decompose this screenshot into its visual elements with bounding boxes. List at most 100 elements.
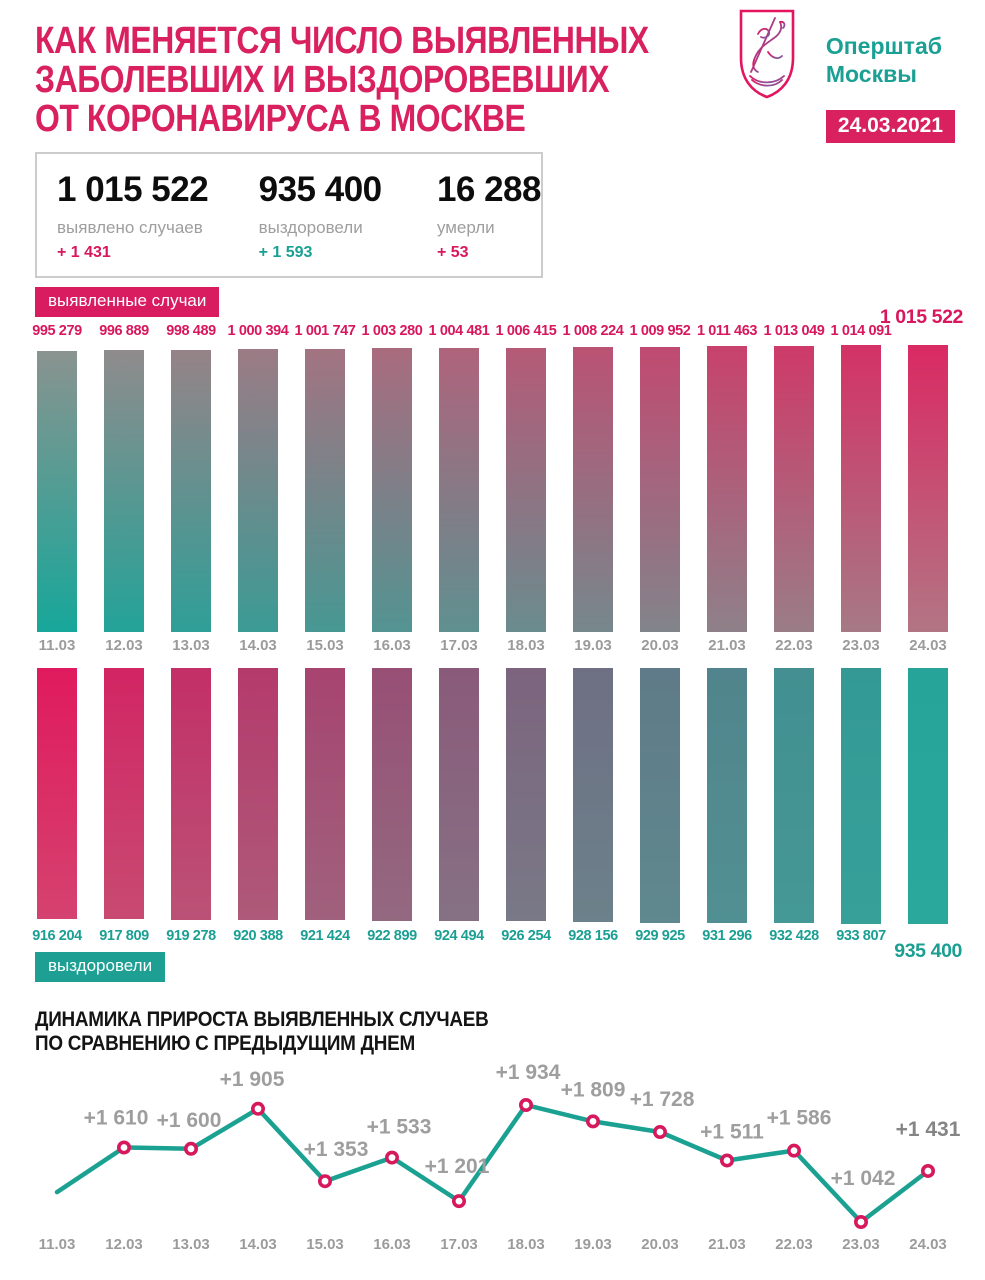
axis-date-label-20.03: 20.03 bbox=[641, 1236, 679, 1253]
axis-date-label-22.03: 22.03 bbox=[775, 637, 813, 654]
bar-value-label-20.03: 1 009 952 bbox=[629, 323, 691, 339]
bar-value-label-13.03: 998 489 bbox=[166, 323, 216, 339]
bar-detected-23.03 bbox=[841, 345, 881, 632]
data-point-marker-17.03 bbox=[451, 1194, 466, 1209]
bar-value-label-14.03: 1 000 394 bbox=[227, 323, 289, 339]
bar-value-label-22.03: 1 013 049 bbox=[763, 323, 825, 339]
moscow-coat-of-arms-icon bbox=[739, 9, 795, 99]
summary-stats-box: 1 015 522 выявлено случаев + 1 431 935 4… bbox=[35, 152, 543, 278]
bar-value-label-17.03: 924 494 bbox=[434, 928, 484, 944]
stat-card-deaths: 16 288 умерли + 53 bbox=[436, 170, 542, 262]
stat-label-deaths: умерли bbox=[436, 218, 495, 237]
bar-value-label-11.03: 916 204 bbox=[32, 928, 82, 944]
page-title: КАК МЕНЯЕТСЯ ЧИСЛО ВЫЯВЛЕННЫХ ЗАБОЛЕВШИХ… bbox=[35, 22, 649, 139]
bar-detected-14.03 bbox=[238, 349, 278, 632]
bar-value-label-16.03: 922 899 bbox=[367, 928, 417, 944]
axis-date-label-13.03: 13.03 bbox=[172, 637, 210, 654]
axis-date-label-15.03: 15.03 bbox=[306, 1236, 344, 1253]
recovered-values-row: 916 204 917 809 919 278 920 388 921 424 922 8… bbox=[0, 924, 985, 968]
bar-value-label-16.03: 1 003 280 bbox=[361, 323, 423, 339]
bar-recovered-12.03 bbox=[104, 668, 144, 919]
detected-bar-chart bbox=[0, 345, 985, 632]
point-value-label-13.03: +1 600 bbox=[157, 1109, 222, 1132]
bar-detected-22.03 bbox=[774, 346, 814, 632]
bar-value-label-23.03: 1 014 091 bbox=[830, 323, 892, 339]
point-value-label-20.03: +1 728 bbox=[630, 1088, 695, 1111]
axis-date-label-24.03: 24.03 bbox=[909, 637, 947, 654]
bar-detected-15.03 bbox=[305, 349, 345, 632]
data-point-marker-15.03 bbox=[317, 1174, 332, 1189]
data-point-marker-23.03 bbox=[853, 1215, 868, 1230]
data-point-marker-19.03 bbox=[585, 1114, 600, 1129]
axis-date-label-13.03: 13.03 bbox=[172, 1236, 210, 1253]
bar-value-label-24.03: 935 400 bbox=[894, 940, 962, 962]
data-point-marker-18.03 bbox=[518, 1097, 533, 1112]
stat-delta-recovered: + 1 593 bbox=[258, 244, 313, 261]
bar-recovered-14.03 bbox=[238, 668, 278, 920]
axis-date-label-17.03: 17.03 bbox=[440, 1236, 478, 1253]
axis-date-label-23.03: 23.03 bbox=[842, 1236, 880, 1253]
stat-card-recovered: 935 400 выздоровели + 1 593 bbox=[259, 170, 413, 262]
axis-date-label-15.03: 15.03 bbox=[306, 637, 344, 654]
point-value-label-17.03: +1 201 bbox=[425, 1155, 490, 1178]
stat-delta-detected: + 1 431 bbox=[57, 244, 111, 261]
bar-value-label-23.03: 933 807 bbox=[836, 928, 886, 944]
bar-detected-18.03 bbox=[506, 348, 546, 632]
page-title-line-3: ОТ КОРОНАВИРУСА В МОСКВЕ bbox=[35, 98, 526, 140]
bar-detected-24.03 bbox=[908, 345, 948, 632]
bar-recovered-17.03 bbox=[439, 668, 479, 921]
axis-date-label-22.03: 22.03 bbox=[775, 1236, 813, 1253]
bar-value-label-20.03: 929 925 bbox=[635, 928, 685, 944]
bar-value-label-17.03: 1 004 481 bbox=[428, 323, 490, 339]
bar-value-label-11.03: 995 279 bbox=[32, 323, 82, 339]
bar-value-label-12.03: 917 809 bbox=[99, 928, 149, 944]
bar-value-label-19.03: 1 008 224 bbox=[562, 323, 624, 339]
bar-value-label-19.03: 928 156 bbox=[568, 928, 618, 944]
axis-date-label-18.03: 18.03 bbox=[507, 637, 545, 654]
axis-date-label-12.03: 12.03 bbox=[105, 1236, 143, 1253]
trend-line bbox=[54, 1102, 931, 1225]
stat-value-detected: 1 015 522 bbox=[57, 170, 209, 209]
org-name: Оперштаб Москвы bbox=[826, 8, 955, 88]
bar-detected-13.03 bbox=[171, 350, 211, 632]
data-point-marker-12.03 bbox=[117, 1140, 132, 1155]
data-point-marker-21.03 bbox=[719, 1153, 734, 1168]
point-value-label-18.03: +1 934 bbox=[496, 1061, 561, 1084]
axis-date-label-17.03: 17.03 bbox=[440, 637, 478, 654]
bar-value-label-18.03: 1 006 415 bbox=[495, 323, 557, 339]
page-title-line-2: ЗАБОЛЕВШИХ И ВЫЗДОРОВЕВШИХ bbox=[35, 59, 610, 101]
stat-label-recovered: выздоровели bbox=[258, 218, 363, 237]
bar-recovered-19.03 bbox=[573, 668, 613, 922]
data-point-marker-22.03 bbox=[786, 1143, 801, 1158]
stat-value-deaths: 16 288 bbox=[436, 170, 542, 209]
bar-recovered-22.03 bbox=[774, 668, 814, 923]
data-point-marker-16.03 bbox=[384, 1150, 399, 1165]
point-value-label-19.03: +1 809 bbox=[561, 1078, 626, 1101]
recovered-bar-chart bbox=[0, 668, 985, 924]
bar-detected-12.03 bbox=[104, 350, 144, 632]
axis-date-label-12.03: 12.03 bbox=[105, 637, 143, 654]
bar-value-label-15.03: 921 424 bbox=[300, 928, 350, 944]
bar-recovered-11.03 bbox=[37, 668, 77, 919]
date-badge: 24.03.2021 bbox=[825, 110, 955, 143]
bar-recovered-15.03 bbox=[305, 668, 345, 920]
org-name-line-1: Оперштаб bbox=[825, 33, 942, 59]
point-value-label-16.03: +1 533 bbox=[367, 1116, 432, 1139]
axis-date-label-16.03: 16.03 bbox=[373, 637, 411, 654]
point-value-label-24.03: +1 431 bbox=[896, 1118, 961, 1141]
bar-value-label-13.03: 919 278 bbox=[166, 928, 216, 944]
axis-date-label-24.03: 24.03 bbox=[909, 1236, 947, 1253]
bar-recovered-16.03 bbox=[372, 668, 412, 921]
bar-detected-21.03 bbox=[707, 346, 747, 632]
bar-value-label-12.03: 996 889 bbox=[99, 323, 149, 339]
line-chart-title-line-2: ПО СРАВНЕНИЮ С ПРЕДЫДУЩИМ ДНЕМ bbox=[35, 1032, 415, 1055]
point-value-label-15.03: +1 353 bbox=[304, 1138, 369, 1161]
axis-date-label-23.03: 23.03 bbox=[842, 637, 880, 654]
bar-value-label-15.03: 1 001 747 bbox=[294, 323, 356, 339]
point-value-label-21.03: +1 511 bbox=[700, 1120, 764, 1143]
line-chart-title: ДИНАМИКА ПРИРОСТА ВЫЯВЛЕННЫХ СЛУЧАЕВ ПО … bbox=[35, 1008, 489, 1056]
bar-value-label-21.03: 931 296 bbox=[702, 928, 752, 944]
bar-recovered-13.03 bbox=[171, 668, 211, 920]
axis-date-label-14.03: 14.03 bbox=[239, 637, 277, 654]
bar-value-label-21.03: 1 011 463 bbox=[696, 323, 758, 339]
